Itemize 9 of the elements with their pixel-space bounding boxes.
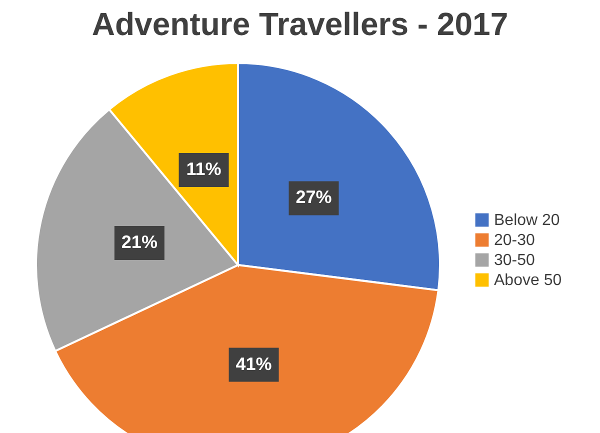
legend-label: Above 50 [494, 272, 562, 289]
legend-label: 30-50 [494, 252, 536, 269]
chart-title: Adventure Travellers - 2017 [92, 6, 508, 42]
legend-label: Below 20 [494, 212, 560, 229]
data-label: 21% [121, 232, 158, 252]
legend-label: 20-30 [494, 232, 536, 249]
data-label: 27% [296, 187, 332, 208]
data-label: 11% [186, 158, 222, 179]
data-label: 41% [236, 354, 272, 374]
